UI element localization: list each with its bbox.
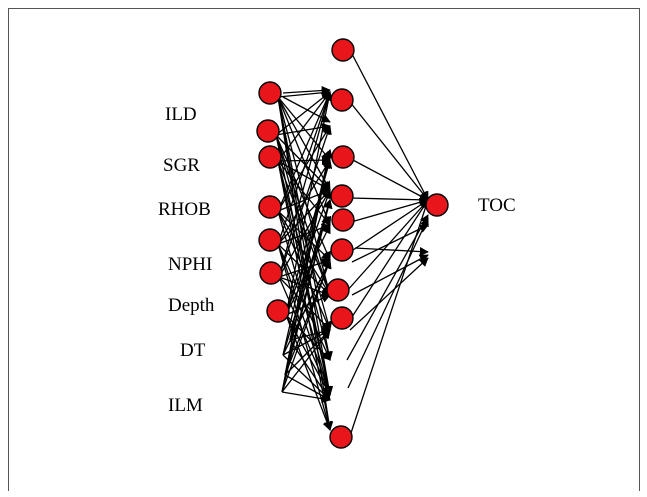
input-node [266,299,290,323]
edge-input-hidden [275,134,331,261]
edge-input-hidden [285,91,333,316]
edge-input-hidden [277,189,331,245]
edge-hidden-output [349,199,429,321]
edge-input-hidden [277,160,333,431]
edge-hidden-output [350,51,429,201]
input-node [258,195,282,219]
edge-input-hidden [277,155,331,165]
hidden-node [329,425,353,449]
edge-input-hidden [277,243,332,396]
input-label-nphi: NPHI [168,254,213,275]
edge-input-hidden [289,259,331,341]
edge-hidden-output [349,101,429,201]
edge-input-hidden [289,149,333,341]
input-node [258,145,282,169]
input-node [258,228,282,252]
edge-input-hidden [277,91,331,212]
edge-hidden-output [351,254,429,296]
hidden-node [330,238,354,262]
edge-input-hidden [277,160,332,296]
edge-input-hidden [282,96,331,123]
hidden-node [330,184,354,208]
edge-input-hidden [289,339,331,401]
edge-input-hidden [275,134,332,296]
edge-hidden-output [351,224,429,263]
edge-hidden-output [346,214,429,361]
edge-input-hidden [275,91,331,136]
input-label-ild: ILD [165,104,197,125]
edge-input-hidden [278,91,333,278]
edge-hidden-output [345,199,429,293]
hidden-node [330,88,354,112]
edge-hidden-output [354,247,429,257]
edges [275,51,430,440]
edge-input-hidden [281,329,331,393]
nodes [256,38,449,449]
hidden-node [331,38,355,62]
edge-input-hidden [277,96,331,161]
hidden-node [331,145,355,169]
edge-input-hidden [275,134,331,191]
edge-hidden-output [350,158,429,201]
edge-input-hidden [282,85,331,96]
edge-hidden-output [349,257,429,331]
edge-input-hidden [278,189,331,278]
output-node [425,193,449,217]
input-node [256,119,280,143]
edge-hidden-output [349,195,429,205]
input-label-dt: DT [180,340,206,361]
input-node [259,261,283,285]
edge-hidden-output [349,199,429,253]
output-label-toc: TOC [478,195,516,216]
input-label-rhob: RHOB [158,199,211,220]
edge-input-hidden [289,327,331,341]
hidden-node [326,278,350,302]
edge-input-hidden [277,91,331,162]
edge-input-hidden [281,199,333,393]
edge-hidden-output [347,217,429,389]
input-label-depth: Depth [168,295,215,316]
edge-input-hidden [289,199,333,341]
edge-input-hidden [278,125,332,278]
input-label-ilm: ILM [168,395,203,416]
edge-input-hidden [281,259,332,393]
hidden-node [330,306,354,330]
input-node [258,81,282,105]
input-label-sgr: SGR [163,155,200,176]
edge-input-hidden [285,224,331,316]
hidden-node [331,208,355,232]
slide-frame [8,8,640,491]
edge-input-hidden [275,122,331,136]
edge-hidden-output [350,197,429,223]
